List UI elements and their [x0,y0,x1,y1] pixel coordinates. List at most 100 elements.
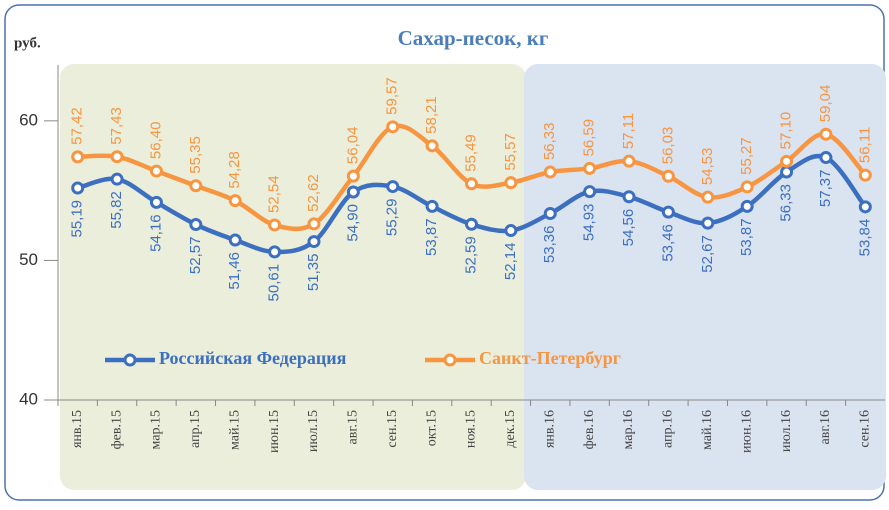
point [386,180,400,194]
value-label: 55,35 [187,136,204,174]
x-tick-label: авг.15 [346,410,361,445]
value-label: 57,43 [108,107,125,145]
point [268,218,282,232]
point [346,169,360,183]
value-label: 54,28 [226,151,243,189]
point [583,185,597,199]
x-tick-label: апр.16 [661,410,676,448]
point [661,205,675,219]
y-tick-label: 60 [19,110,38,129]
point [543,207,557,221]
point [268,245,282,259]
value-label: 55,57 [502,133,519,171]
x-tick-label: сен.15 [385,410,400,448]
x-tick-label: мар.15 [149,410,164,449]
point [543,165,557,179]
value-label: 52,67 [699,235,716,273]
value-label: 55,49 [462,134,479,172]
point [583,161,597,175]
x-tick-label: май.15 [227,410,242,450]
point [701,216,715,230]
point [386,120,400,134]
x-tick-label: сен.16 [858,410,873,448]
point [504,176,518,190]
value-label: 51,35 [305,254,322,292]
point [465,177,478,191]
point [780,165,794,179]
value-label: 54,16 [147,214,164,252]
value-label: 53,84 [856,219,873,257]
chart-title: Сахар-песок, кг [398,26,549,50]
value-label: 52,57 [187,237,204,275]
value-label: 57,11 [620,113,637,149]
value-label: 56,11 [856,127,873,163]
x-tick-label: янв.15 [70,410,85,448]
y-axis-label: руб. [14,35,41,51]
point [189,218,203,232]
value-label: 56,59 [581,119,598,157]
point [819,127,833,141]
value-label: 54,90 [344,204,361,242]
point [858,200,872,214]
point [110,172,124,186]
point [346,185,360,199]
x-tick-label: апр.15 [188,410,203,448]
value-label: 55,29 [384,199,401,237]
value-label: 59,04 [817,85,834,123]
point [149,195,163,209]
value-label: 55,27 [738,137,755,175]
value-label: 52,59 [462,236,479,274]
value-label: 54,56 [620,209,637,247]
value-label: 55,82 [108,191,125,229]
value-label: 52,54 [266,175,283,213]
value-label: 58,21 [423,96,440,134]
point [307,217,321,231]
value-label: 50,61 [266,264,283,302]
x-tick-label: фев.16 [582,410,597,449]
point [780,154,794,168]
value-label: 53,36 [541,226,558,264]
region-2015 [60,64,526,490]
point [465,217,478,231]
x-tick-label: авг.16 [818,410,833,445]
legend-marker [123,353,137,367]
value-label: 53,87 [423,218,440,256]
point [110,150,124,164]
point [661,169,675,183]
point [622,190,636,204]
point [819,151,833,165]
x-tick-label: окт.15 [424,410,439,446]
point [149,164,163,178]
value-label: 51,46 [226,252,243,290]
point [425,199,439,213]
legend-label: Санкт-Петербург [479,348,621,368]
point [228,194,242,208]
point [307,235,321,249]
value-label: 54,93 [581,204,598,242]
point [740,180,754,194]
point [622,154,636,168]
point [189,179,203,193]
value-label: 56,04 [344,127,361,165]
value-label: 52,62 [305,174,322,212]
value-label: 52,14 [502,243,519,281]
value-label: 57,10 [778,112,795,150]
point [504,224,518,238]
y-tick-label: 40 [19,389,38,408]
x-tick-label: янв.16 [542,410,557,448]
value-label: 55,19 [69,200,86,238]
x-tick-label: июл.16 [779,410,794,452]
region-2016 [524,64,886,490]
value-label: 57,37 [817,170,834,208]
point [228,233,242,247]
value-label: 54,53 [699,148,716,186]
point [701,190,715,204]
value-label: 53,46 [659,224,676,262]
x-tick-label: июн.15 [267,410,282,453]
point [858,168,872,182]
y-tick-label: 50 [19,250,38,269]
x-tick-label: мар.16 [621,410,636,449]
point [71,150,85,164]
x-tick-label: дек.15 [503,410,518,448]
x-tick-label: май.16 [700,410,715,450]
